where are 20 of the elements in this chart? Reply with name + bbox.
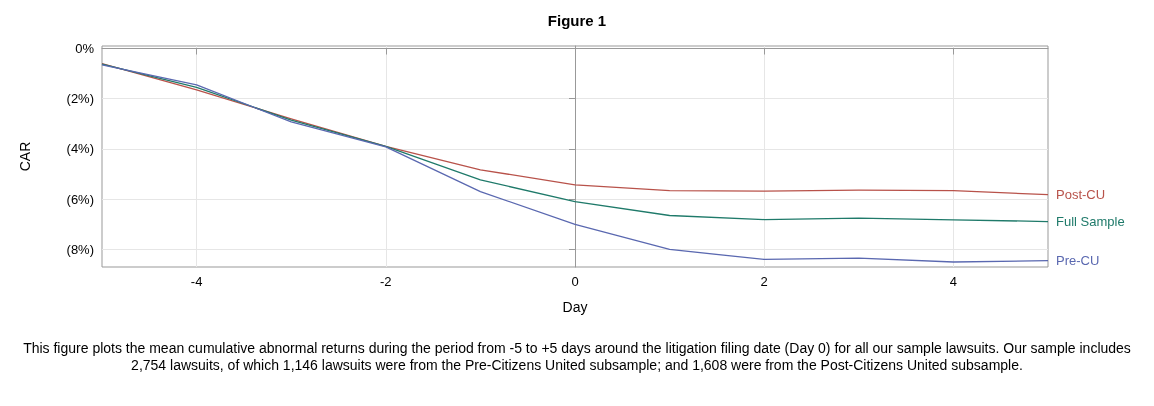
y-tick-label: (8%): [66, 241, 94, 257]
x-tick-label: -2: [380, 274, 392, 289]
y-axis-title: CAR: [17, 141, 33, 172]
line-series: [101, 62, 1049, 196]
text: This figure plots the mean cumulative abnormal returns during the period from -5 to +5 days around the litigation filing date (Day 0) for all our sample lawsuits. Our sample includes 2,754 lawsuits, of which 1,146 lawsuits were from the Pre-Citizens United subsample; and 1,608 were from the Post-Citizens United subsample.: [22, 340, 1132, 374]
series-label: Full Sample: [1056, 214, 1125, 230]
x-tick-label: 4: [949, 274, 958, 289]
x-tick-label: -4: [190, 274, 203, 289]
y-tick-label: (6%): [66, 191, 94, 207]
line-series: [101, 63, 1049, 223]
x-tick-label: 2: [760, 274, 768, 289]
series-label: Pre-CU: [1056, 253, 1100, 269]
chart-title: Figure 1: [547, 12, 607, 29]
y-tick-label: (2%): [66, 91, 94, 107]
series-label: Post-CU: [1056, 187, 1106, 203]
line-series: [101, 64, 1049, 263]
y-tick-label: 0%: [75, 41, 95, 57]
x-axis-title: Day: [562, 299, 588, 315]
x-tick-label: 0: [571, 274, 579, 289]
y-tick-label: (4%): [66, 141, 94, 157]
